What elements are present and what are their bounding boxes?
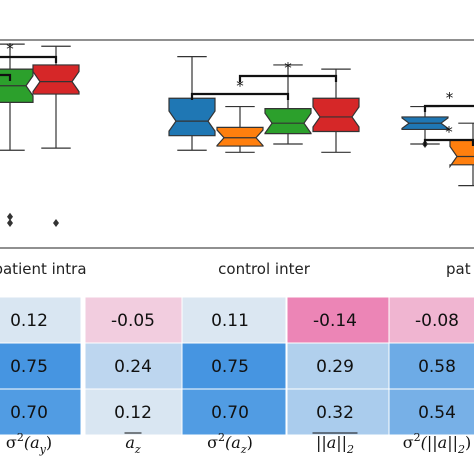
significance-bracket-3: * (238, 59, 338, 82)
correlation-heatmap: 0.12 -0.05 0.11 -0.14 -0.08 0.75 0.24 0.75 0.29 0… (0, 296, 474, 436)
svg-text:||a||2: ||a||2 (316, 433, 354, 456)
svg-text:-0.05: -0.05 (111, 311, 155, 331)
heatmap-cell-2-2: 0.70 (181, 388, 287, 436)
outlier-0-1-0 (7, 219, 13, 228)
significance-bracket-0: * (0, 73, 12, 81)
outlier-0-2-0 (53, 219, 59, 228)
plot-frame (0, 39, 474, 249)
svg-text:0.70: 0.70 (10, 403, 48, 423)
box-0-1 (0, 43, 34, 228)
heatmap-cell-1-2: 0.75 (181, 342, 287, 390)
svg-text:0.12: 0.12 (10, 311, 48, 331)
svg-text:0.75: 0.75 (10, 357, 48, 377)
heatmap-cell-0-4: -0.08 (388, 296, 474, 344)
heatmap-cell-0-0: 0.12 (0, 296, 82, 344)
box-1-1 (216, 105, 264, 153)
svg-text:σ2(ay): σ2(ay) (6, 431, 52, 456)
svg-text:0.24: 0.24 (114, 357, 152, 377)
svg-text:0.12: 0.12 (114, 403, 152, 423)
heatmap-cell-2-1: 0.12 (84, 388, 190, 436)
svg-text:σ2(||a||2): σ2(||a||2) (403, 431, 472, 456)
box-0-2 (32, 45, 80, 228)
svg-text:0.32: 0.32 (316, 403, 354, 423)
svg-text:σ2(az): σ2(az) (207, 431, 253, 456)
group-label-pat: pat (446, 260, 471, 278)
column-label-1: az (124, 432, 142, 456)
significance-bracket-4: * (423, 123, 474, 146)
heatmap-cell-2-4: 0.54 (388, 388, 474, 436)
significance-bracket-2: * (190, 77, 290, 100)
svg-text:0.58: 0.58 (418, 357, 456, 377)
heatmap-cell-0-3: -0.14 (286, 296, 392, 344)
box-1-2 (264, 64, 312, 145)
heatmap-cell-0-1: -0.05 (84, 296, 190, 344)
svg-text:0.54: 0.54 (418, 403, 456, 423)
heatmap-cell-2-3: 0.32 (286, 388, 392, 436)
heatmap-cell-1-4: 0.58 (388, 342, 474, 390)
column-label-4: σ2(||a||2) (403, 431, 472, 456)
heatmap-column-labels: σ2(ay) az σ2(az) ||a||2 σ2(||a||2) (6, 431, 471, 456)
heatmap-cell-1-1: 0.24 (84, 342, 190, 390)
svg-text:0.75: 0.75 (211, 357, 249, 377)
box-1-3 (312, 68, 360, 153)
significance-label: * (445, 123, 453, 141)
column-label-0: σ2(ay) (6, 431, 52, 456)
group-label-patient-intra: patient intra (0, 260, 87, 278)
box-2-1 (449, 122, 474, 187)
column-label-3: ||a||2 (312, 432, 358, 456)
heatmap-cell-2-0: 0.70 (0, 388, 82, 436)
box-plot: * * * * * * (0, 39, 474, 249)
svg-text:0.70: 0.70 (211, 403, 249, 423)
significance-label: * (284, 59, 292, 77)
svg-text:az: az (125, 433, 141, 456)
box-1-0 (168, 56, 216, 151)
svg-text:0.11: 0.11 (211, 311, 249, 331)
svg-text:-0.14: -0.14 (313, 311, 357, 331)
svg-text:0.29: 0.29 (316, 357, 354, 377)
svg-text:-0.08: -0.08 (415, 311, 459, 331)
significance-bracket-1: * (0, 40, 58, 63)
significance-label: * (446, 89, 454, 107)
heatmap-cell-1-3: 0.29 (286, 342, 392, 390)
group-label-control-inter: control inter (218, 260, 311, 278)
outlier-0-1-1 (7, 212, 13, 221)
column-label-2: σ2(az) (207, 431, 253, 456)
significance-label: * (6, 40, 14, 58)
significance-bracket-5: * (423, 89, 474, 112)
significance-label: * (236, 77, 244, 95)
heatmap-cell-1-0: 0.75 (0, 342, 82, 390)
heatmap-cell-0-2: 0.11 (181, 296, 287, 344)
